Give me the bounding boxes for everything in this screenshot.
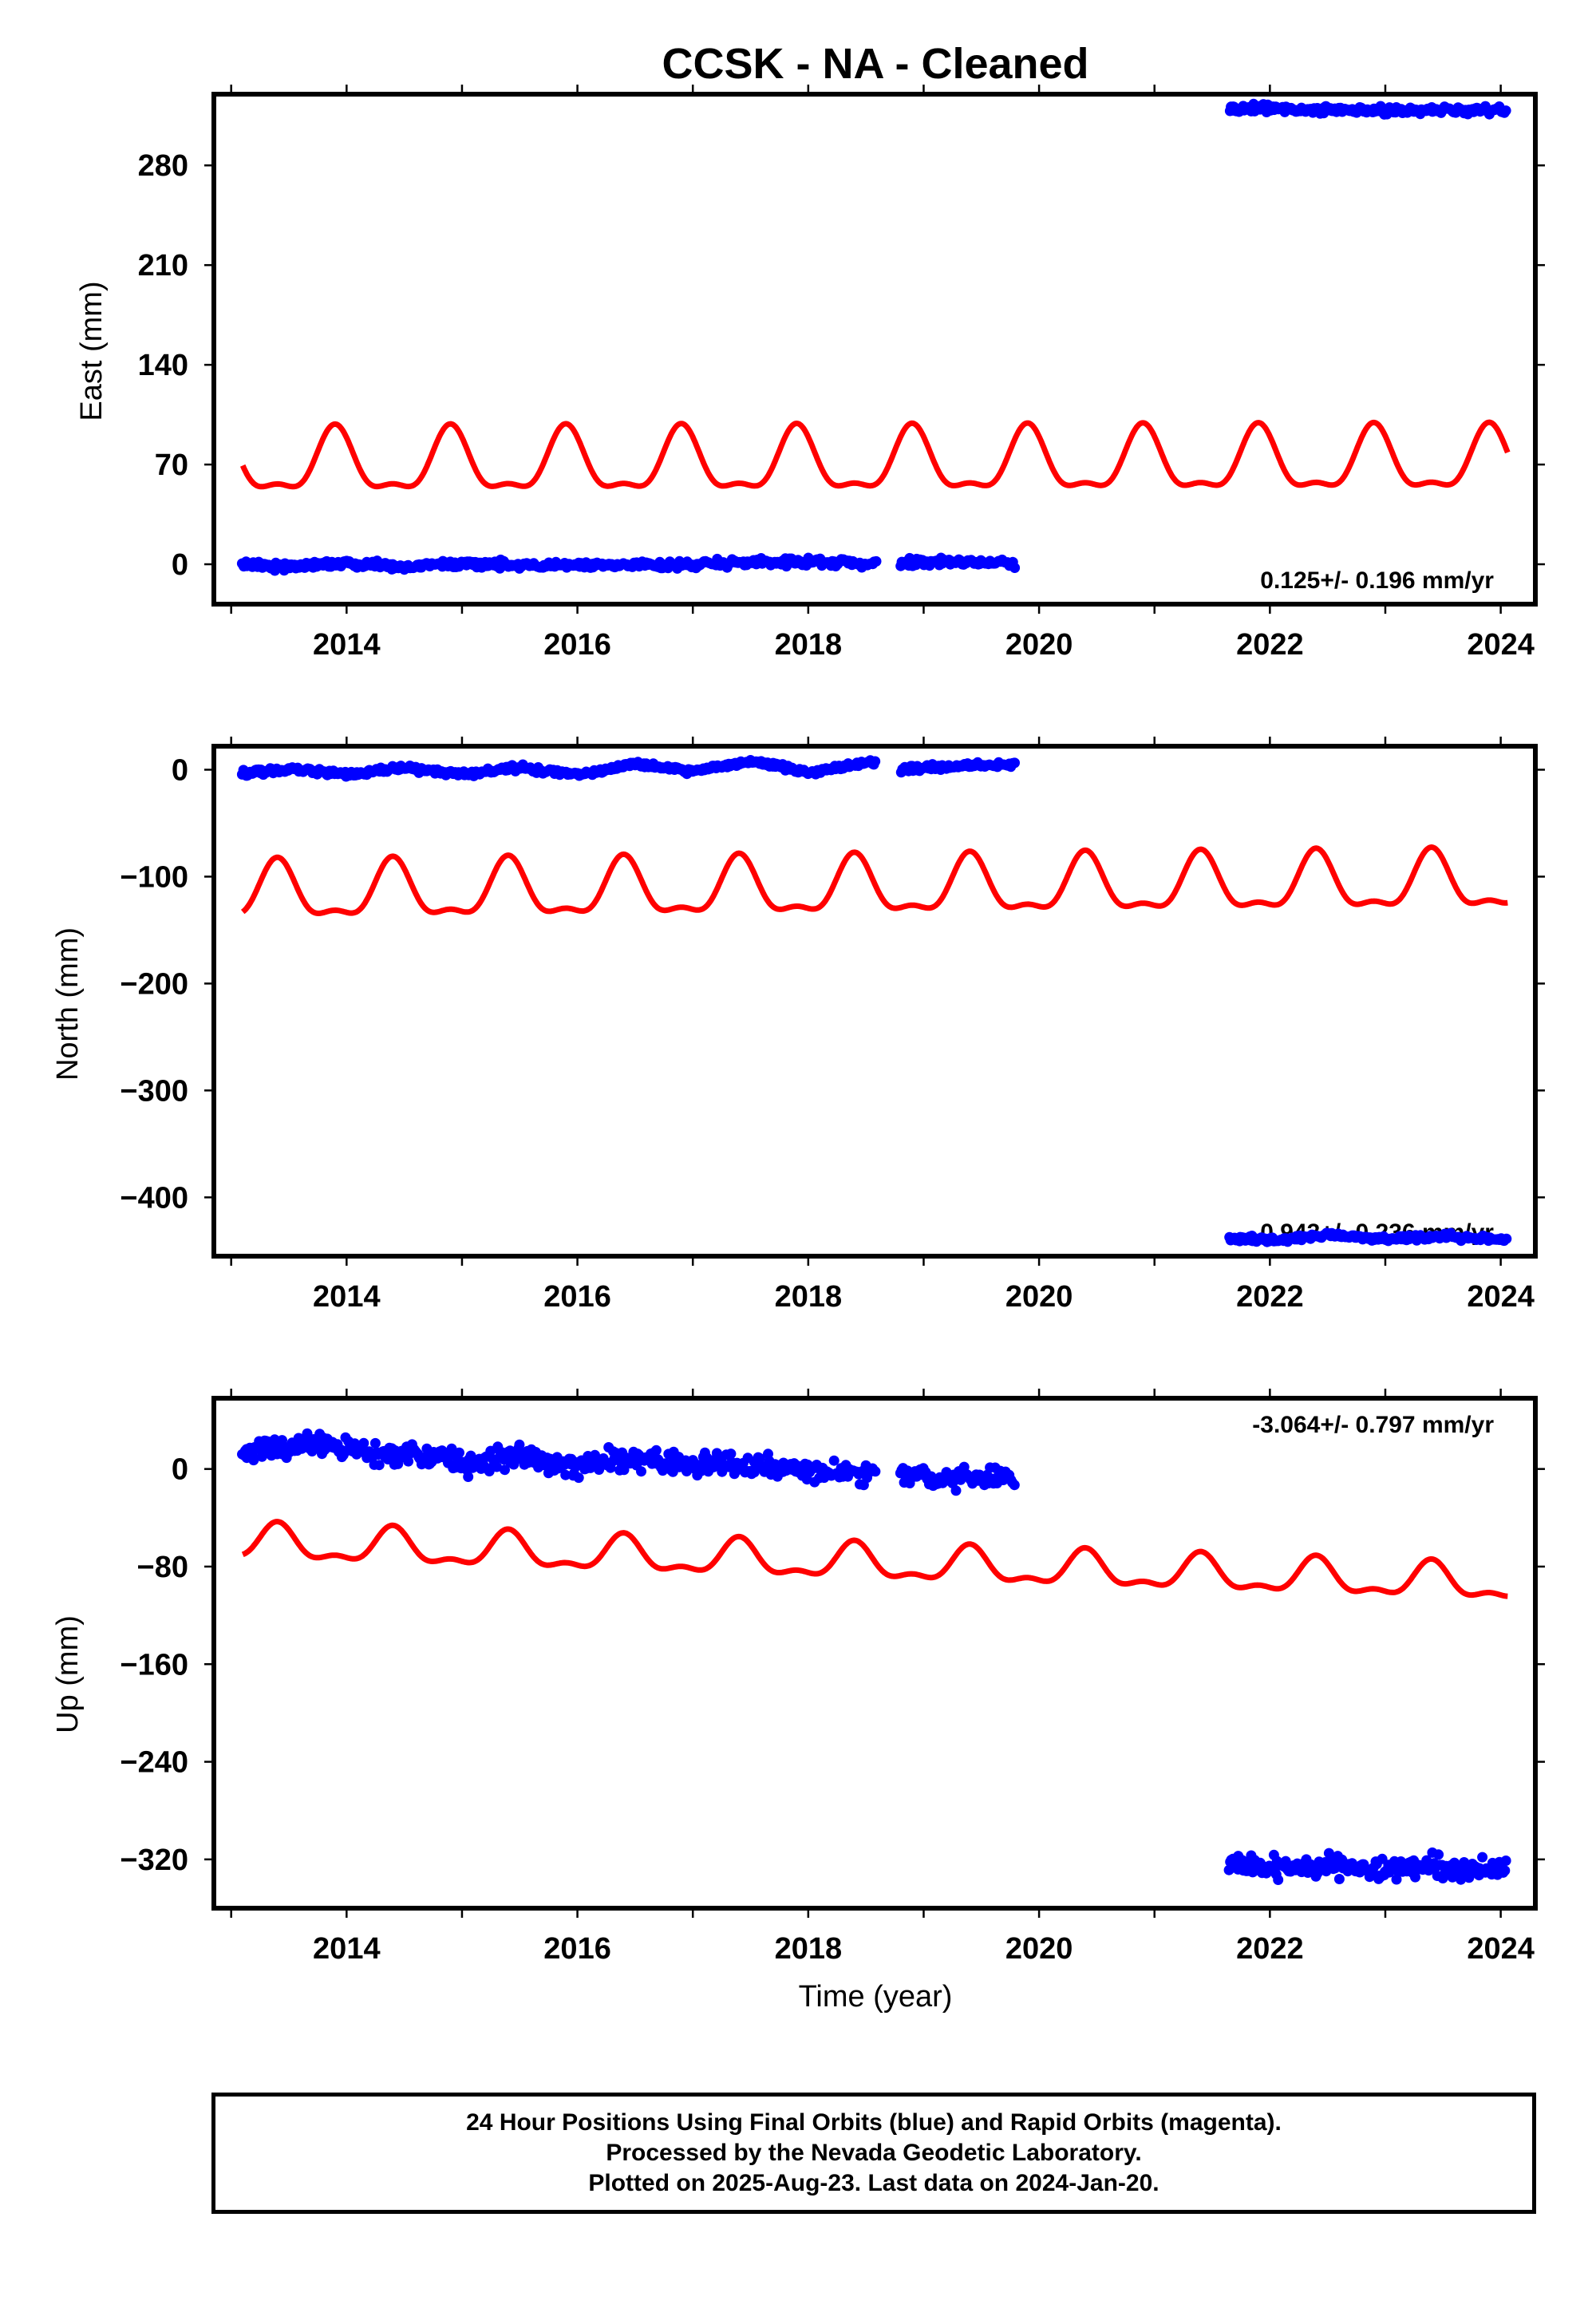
north-x-tick-label: 2014 [313, 1280, 381, 1314]
up-plot-frame [211, 1396, 1538, 1911]
up-data-point [358, 1437, 369, 1448]
east-plot-frame [211, 92, 1538, 607]
up-data-point [1009, 1480, 1020, 1491]
chart-title: CCSK - NA - Cleaned [662, 40, 1088, 88]
footer-line-1: 24 Hour Positions Using Final Orbits (bl… [466, 2109, 1282, 2136]
east-ylabel: East (mm) [75, 281, 109, 421]
north-y-tick-label: −400 [120, 1181, 188, 1215]
east-data-point [1500, 105, 1511, 117]
up-rate-label: -3.064+/- 0.797 mm/yr [1252, 1412, 1494, 1438]
up-data-point [560, 1469, 571, 1480]
up-data-point [463, 1472, 474, 1482]
up-y-tick-label: 0 [172, 1453, 188, 1487]
up-data-point [573, 1472, 584, 1484]
up-x-tick-label: 2014 [313, 1932, 381, 1966]
x-axis-label: Time (year) [799, 1980, 953, 2014]
east-x-tick-label: 2024 [1467, 628, 1535, 662]
up-data-points [237, 1428, 1511, 1885]
north-model-curve [240, 844, 1509, 916]
up-data-point [1273, 1875, 1284, 1885]
north-x-tick-label: 2024 [1467, 1280, 1535, 1314]
north-data-point [1009, 757, 1020, 769]
up-panel: Up (mm) -3.064+/- 0.797 mm/yr 2014 2016 20… [51, 1389, 1545, 1966]
up-x-tick-label: 2016 [543, 1932, 611, 1966]
north-y-tick-label: −100 [120, 860, 188, 894]
up-data-point [454, 1447, 464, 1458]
up-data-point [1477, 1852, 1488, 1863]
up-data-point [492, 1461, 502, 1472]
north-x-tick-label: 2020 [1005, 1280, 1073, 1314]
up-data-point [1433, 1849, 1444, 1860]
east-data-points [236, 98, 1511, 576]
up-model-curve [241, 1519, 1509, 1599]
north-plot-frame [211, 744, 1538, 1259]
footer-box: 24 Hour Positions Using Final Orbits (bl… [211, 2093, 1536, 2214]
up-data-point [500, 1464, 510, 1476]
up-data-point [1391, 1874, 1402, 1885]
up-data-point [950, 1485, 962, 1496]
up-data-point [1499, 1865, 1511, 1876]
east-x-tick-label: 2018 [775, 628, 843, 662]
up-data-point [1333, 1874, 1345, 1884]
east-y-tick-label: 280 [138, 149, 188, 183]
east-x-tick-label: 2014 [313, 628, 381, 662]
east-y-tick-label: 140 [138, 349, 188, 382]
east-x-tick-label: 2022 [1236, 628, 1304, 662]
east-y-tick-label: 70 [155, 449, 188, 482]
north-ylabel: North (mm) [51, 927, 85, 1081]
up-data-point [828, 1455, 839, 1466]
up-y-tick-label: −160 [120, 1648, 188, 1682]
up-x-tick-label: 2022 [1236, 1932, 1304, 1966]
up-data-point [618, 1464, 630, 1476]
up-data-point [725, 1448, 737, 1460]
up-y-tick-label: −240 [120, 1746, 188, 1780]
up-data-point [1500, 1856, 1511, 1866]
up-data-point [514, 1439, 525, 1450]
north-data-points [236, 755, 1512, 1247]
north-x-tick-label: 2022 [1236, 1280, 1304, 1314]
up-data-point [373, 1460, 385, 1471]
north-x-tick-label: 2018 [775, 1280, 843, 1314]
north-y-tick-label: 0 [172, 753, 188, 787]
east-model-curve [239, 419, 1511, 490]
up-data-point [369, 1437, 381, 1448]
north-y-tick-label: −300 [120, 1074, 188, 1108]
up-y-tick-label: −320 [120, 1844, 188, 1877]
east-panel: East (mm) 0.125+/- 0.196 mm/yr 2014 2016 2… [75, 85, 1545, 662]
north-panel: North (mm) 0.943+/- 0.236 mm/yr 20142016… [51, 737, 1545, 1314]
east-data-point [1009, 563, 1021, 573]
east-y-tick-label: 210 [138, 249, 188, 283]
up-ylabel: Up (mm) [51, 1615, 85, 1733]
up-x-tick-label: 2018 [775, 1932, 843, 1966]
east-rate-label: 0.125+/- 0.196 mm/yr [1260, 567, 1494, 594]
footer-line-3: Plotted on 2025-Aug-23. Last data on 202… [588, 2170, 1159, 2196]
north-data-point [870, 756, 881, 767]
up-data-point [636, 1466, 646, 1477]
east-x-tick-label: 2020 [1005, 628, 1073, 662]
north-data-point [1501, 1233, 1512, 1244]
up-y-tick-label: −80 [137, 1551, 188, 1584]
up-data-point [248, 1455, 259, 1466]
footer-line-2: Processed by the Nevada Geodetic Laborat… [606, 2140, 1142, 2166]
east-y-tick-label: 0 [172, 548, 188, 582]
north-x-tick-label: 2016 [543, 1280, 611, 1314]
up-data-point [650, 1445, 662, 1456]
east-x-tick-label: 2016 [543, 628, 611, 662]
east-data-point [871, 555, 882, 567]
north-y-tick-label: −200 [120, 967, 188, 1001]
up-data-point [870, 1466, 881, 1477]
up-x-tick-label: 2020 [1005, 1932, 1073, 1966]
up-x-tick-label: 2024 [1467, 1932, 1535, 1966]
